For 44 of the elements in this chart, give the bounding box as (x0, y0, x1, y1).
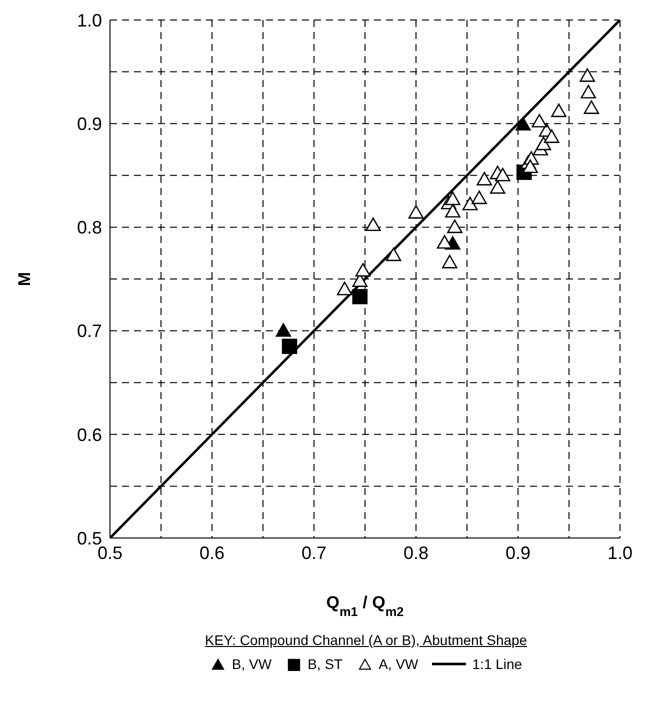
point (386, 248, 402, 262)
point (580, 68, 596, 82)
point (472, 190, 487, 204)
x-tick-label: 1.0 (607, 542, 633, 563)
point (476, 172, 492, 186)
point (366, 217, 381, 232)
legend-label: 1:1 Line (472, 656, 522, 672)
legend-label: B, ST (308, 656, 343, 672)
point (436, 235, 452, 249)
point (532, 114, 548, 128)
point (536, 136, 552, 150)
point (408, 205, 424, 219)
point (551, 104, 566, 118)
point (282, 338, 298, 354)
point (276, 323, 292, 337)
y-tick-label: 0.7 (76, 321, 102, 342)
y-tick-label: 1.0 (76, 10, 102, 30)
point (462, 196, 478, 210)
point (544, 129, 560, 143)
y-axis-title: M (15, 272, 34, 286)
point (445, 192, 460, 206)
point (495, 168, 510, 182)
point (336, 282, 352, 296)
point (584, 100, 600, 114)
legend-label: B, VW (232, 656, 272, 672)
point (490, 180, 506, 194)
point (515, 116, 531, 131)
y-tick-label: 0.6 (76, 424, 102, 445)
point (522, 159, 538, 174)
point (355, 263, 371, 277)
x-tick-label: 0.9 (505, 542, 531, 563)
y-tick-label: 0.8 (76, 218, 102, 238)
x-tick-label: 0.6 (199, 542, 225, 563)
point (447, 220, 462, 234)
point (352, 288, 368, 304)
x-tick-label: 0.7 (301, 542, 327, 563)
point (580, 84, 596, 98)
point (445, 204, 460, 218)
point (442, 254, 458, 268)
legend-title: KEY: Compound Channel (A or B), Abutment Shape (204, 632, 528, 648)
y-tick-label: 0.9 (76, 114, 102, 134)
x-axis-title: Q$_{m1}$ / Q$_{m2}$ (326, 593, 404, 618)
legend-label: A, VW (378, 656, 418, 672)
x-tick-label: 0.8 (403, 542, 429, 563)
